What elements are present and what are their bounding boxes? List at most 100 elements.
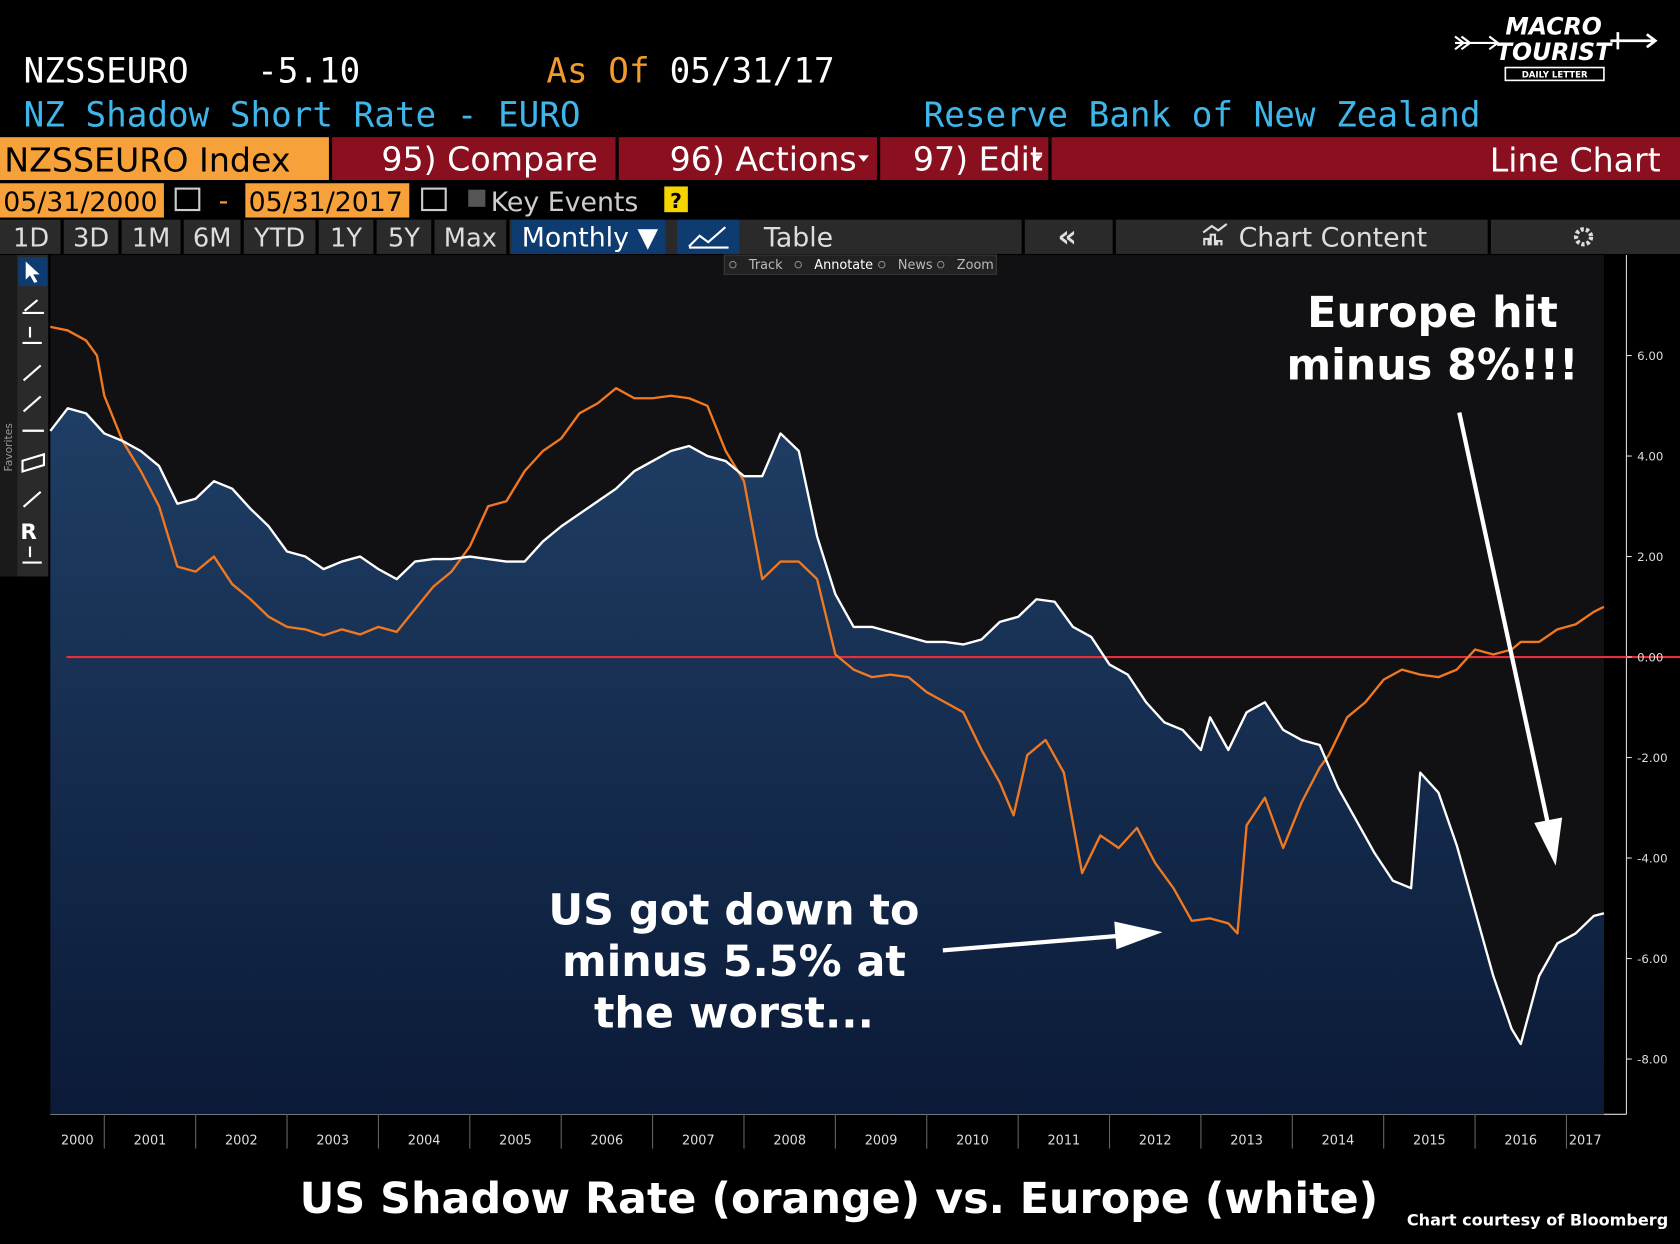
chart-title: US Shadow Rate (orange) vs. Europe (whit… xyxy=(300,1174,1379,1224)
research-tool[interactable]: R xyxy=(20,520,37,545)
y-tick-label: -6.00 xyxy=(1637,952,1667,966)
security-label[interactable]: NZSSEURO Index xyxy=(4,140,290,179)
x-tick-label: 2005 xyxy=(499,1133,532,1148)
as-of-date: 05/31/17 xyxy=(670,52,835,92)
x-tick-label: 2009 xyxy=(865,1133,898,1148)
settings-icon[interactable] xyxy=(1573,227,1594,247)
x-tick-label: 2006 xyxy=(591,1133,624,1148)
logo-arrow-left xyxy=(1454,35,1500,51)
x-tick-label: 2001 xyxy=(134,1133,167,1148)
calendar-icon[interactable] xyxy=(421,187,447,212)
ticker: NZSSEURO xyxy=(24,52,189,92)
line-chart-icon xyxy=(688,226,729,249)
last-value: -5.10 xyxy=(257,52,360,92)
menu-item[interactable]: 96) Actions xyxy=(670,139,857,178)
mode-icon xyxy=(729,260,737,269)
menu-bar xyxy=(332,137,1680,181)
axis-background xyxy=(50,1114,1627,1152)
mode-button[interactable]: Zoom xyxy=(957,258,994,273)
help-icon[interactable]: ? xyxy=(670,189,682,213)
logo-line2: TOURIST xyxy=(1496,38,1613,66)
x-tick-label: 2008 xyxy=(773,1133,806,1148)
security-box[interactable] xyxy=(0,137,329,181)
as-of-label: As Of xyxy=(546,52,649,92)
end-date[interactable]: 05/31/2017 xyxy=(249,187,403,218)
tool-strip xyxy=(17,255,49,577)
annotation: the worst... xyxy=(594,989,874,1039)
y-tick-label: -2.00 xyxy=(1637,751,1667,765)
period-button[interactable]: Max xyxy=(444,223,497,253)
area-fill xyxy=(50,408,1604,1115)
mode-toolbar xyxy=(723,254,997,275)
start-date[interactable]: 05/31/2000 xyxy=(3,187,157,218)
x-tick-label: 2016 xyxy=(1504,1133,1537,1148)
x-tick-label: 2014 xyxy=(1322,1133,1355,1148)
annotation: Europe hit xyxy=(1307,288,1558,338)
annotation: minus 5.5% at xyxy=(562,937,906,987)
x-tick-label: 2017 xyxy=(1569,1133,1602,1148)
y-tick-label: 2.00 xyxy=(1637,550,1663,564)
frequency-button[interactable] xyxy=(511,219,666,254)
annotation-arrowhead xyxy=(1534,817,1563,866)
mode-icon xyxy=(936,260,945,269)
annotation: minus 8%!!! xyxy=(1286,340,1578,390)
y-tick-label: -4.00 xyxy=(1637,851,1667,865)
period-button[interactable]: 5Y xyxy=(388,223,420,253)
x-tick-label: 2010 xyxy=(956,1133,989,1148)
frequency-label[interactable]: Monthly ▼ xyxy=(522,222,659,253)
period-bar xyxy=(0,219,1680,254)
x-tick-label: 2013 xyxy=(1230,1133,1263,1148)
logo: MACRO TOURIST DAILY LETTER xyxy=(1454,12,1658,82)
favorites-strip xyxy=(0,255,18,577)
annotation-arrow xyxy=(1457,412,1551,826)
logo-line1: MACRO xyxy=(1505,12,1601,40)
x-tick-label: 2000 xyxy=(61,1133,94,1148)
period-button[interactable]: 1M xyxy=(132,223,171,253)
tool-icons[interactable] xyxy=(21,299,45,564)
period-button[interactable]: 1Y xyxy=(330,223,362,253)
view-label[interactable]: Line Chart xyxy=(1490,140,1661,179)
content-icon xyxy=(1202,223,1228,246)
x-tick-label: 2003 xyxy=(316,1133,349,1148)
period-button[interactable]: 6M xyxy=(193,223,232,253)
pointer-icon xyxy=(25,261,40,283)
period-button[interactable]: YTD xyxy=(253,223,305,253)
annotation-arrowhead xyxy=(1114,921,1163,950)
y-tick-label: 4.00 xyxy=(1637,449,1663,463)
key-events[interactable]: Key Events xyxy=(491,187,639,218)
date-separator: - xyxy=(219,186,229,217)
mode-button[interactable]: Track xyxy=(748,258,783,273)
start-date-box[interactable] xyxy=(0,183,164,218)
favorites-label[interactable]: Favorites xyxy=(2,423,15,472)
credit: Chart courtesy of Bloomberg xyxy=(1407,1211,1668,1230)
table-button[interactable]: Table xyxy=(763,222,833,253)
menu-item[interactable]: 97) Edit xyxy=(913,139,1043,178)
x-tick-label: 2012 xyxy=(1139,1133,1172,1148)
x-tick-label: 2011 xyxy=(1047,1133,1080,1148)
security-name: NZ Shadow Short Rate - EURO xyxy=(24,95,581,135)
x-tick-label: 2015 xyxy=(1413,1133,1446,1148)
menu-item[interactable]: 95) Compare xyxy=(381,139,597,178)
period-button[interactable]: 1D xyxy=(13,223,49,253)
end-date-box[interactable] xyxy=(245,183,410,218)
mode-button[interactable]: News xyxy=(898,258,933,273)
help-box[interactable] xyxy=(664,186,688,213)
chart-content-button[interactable]: Chart Content xyxy=(1239,222,1428,253)
mode-icon xyxy=(794,260,802,269)
y-tick-label: 0.00 xyxy=(1637,650,1663,664)
annotation: US got down to xyxy=(548,886,919,936)
period-button[interactable]: 3D xyxy=(73,223,109,253)
x-tick-label: 2004 xyxy=(408,1133,441,1148)
y-tick-label: -8.00 xyxy=(1637,1052,1667,1066)
mode-icon xyxy=(878,260,886,269)
logo-tagline: DAILY LETTER xyxy=(1522,71,1588,81)
events-checkbox[interactable] xyxy=(468,189,486,207)
mode-button[interactable]: Annotate xyxy=(814,258,873,273)
logo-arrow-right xyxy=(1610,32,1658,50)
line-chart-button[interactable] xyxy=(677,219,740,254)
logo-tag-box xyxy=(1504,66,1605,82)
collapse-button[interactable]: « xyxy=(1057,219,1076,254)
calendar-icon[interactable] xyxy=(174,187,201,212)
annotation-arrow xyxy=(942,933,1126,953)
